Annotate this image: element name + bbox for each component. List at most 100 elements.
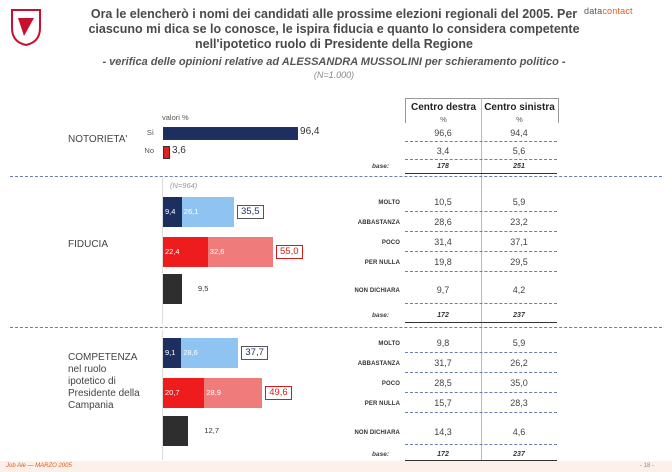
row-label-si: Sì: [146, 128, 154, 137]
cell-fid-poco-cs: 37,1: [510, 237, 528, 247]
competenza-bar-0-0: [163, 338, 182, 368]
row-divider: [405, 303, 557, 304]
competenza-bar-label-1-1: 28,9: [206, 388, 221, 397]
row-label-comp-abbastanza: ABBASTANZA: [357, 361, 400, 367]
base-line: [405, 322, 557, 323]
cell-comp-nd-cs: 4,6: [512, 427, 526, 437]
cell-not-no-cd: 3,4: [436, 146, 450, 156]
bar-notorieta-si: [163, 127, 299, 140]
fiducia-bar-label-1-0: 22,4: [165, 247, 180, 256]
pct-sign-2: %: [516, 115, 523, 124]
row-label-comp-pernulla: PER NULLA: [364, 401, 400, 407]
row-divider: [405, 231, 557, 232]
competenza-total-1: 49,6: [265, 386, 292, 400]
row-label-fid-molto: MOLTO: [378, 200, 400, 206]
competenza-line-4: Presidente della: [68, 388, 140, 399]
fiducia-bar-label-1-1: 32,6: [209, 247, 225, 256]
bar-label-notorieta-si: 96,4: [300, 126, 320, 137]
competenza-line-3: ipotetico di: [68, 376, 116, 387]
footer-left: Job Ale — MARZO 2005: [6, 463, 72, 469]
section-separator: [10, 176, 662, 177]
row-divider: [405, 392, 557, 393]
bar-notorieta-no: [163, 146, 170, 159]
bar-label-notorieta-no: 3,6: [171, 145, 186, 156]
cell-comp-poco-cd: 28,5: [434, 378, 452, 388]
base-label: base:: [372, 451, 389, 458]
cell-comp-molto-cd: 9,8: [436, 338, 450, 348]
cell-not-si-cs: 94,4: [510, 128, 528, 138]
base-comp-cd: 172: [437, 451, 449, 458]
cell-comp-abb-cs: 26,2: [510, 358, 528, 368]
cell-comp-pn-cd: 15,7: [434, 398, 452, 408]
section-label-competenza: COMPETENZA nel ruolo ipotetico di Presid…: [68, 352, 140, 412]
cell-comp-molto-cs: 5,9: [512, 338, 526, 348]
fiducia-bar-label-0-0: 9,4: [165, 207, 176, 216]
fiducia-total-0: 35,5: [237, 205, 264, 219]
row-divider: [405, 141, 557, 142]
section-label-notorieta: NOTORIETA': [68, 134, 128, 145]
cell-fid-molto-cs: 5,9: [512, 197, 526, 207]
fiducia-bar-2-0: [163, 274, 182, 304]
row-label-comp-nondichiara: NON DICHIARA: [354, 430, 400, 436]
title-line-3: nell'ipotetico ruolo di Presidente della…: [194, 37, 473, 51]
base-label: base:: [372, 312, 389, 319]
row-divider: [405, 159, 557, 160]
title-line-1: Ora le elencherò i nomi dei candidati al…: [90, 7, 578, 21]
section-separator: [10, 327, 662, 328]
row-label-comp-molto: MOLTO: [378, 341, 400, 347]
col-header-centro-sinistra: Centro sinistra: [484, 102, 555, 113]
cell-fid-pn-cd: 19,8: [434, 257, 452, 267]
cell-fid-pn-cs: 29,5: [510, 257, 528, 267]
fiducia-bar-0-1: [181, 197, 234, 227]
pct-sign-1: %: [440, 115, 447, 124]
base-fid-cd: 172: [437, 312, 449, 319]
sample-size: (N=1.000): [313, 70, 355, 80]
row-label-fid-poco: POCO: [381, 240, 400, 246]
competenza-line-2: nel ruolo: [68, 364, 107, 375]
cell-fid-abb-cd: 28,6: [434, 217, 452, 227]
row-divider: [405, 271, 557, 272]
title-line-2: ciascuno mi dica se lo conosce, le ispir…: [88, 22, 580, 36]
values-label: valori %: [162, 113, 189, 122]
cell-not-no-cs: 5,6: [512, 146, 526, 156]
cell-fid-poco-cd: 31,4: [434, 237, 452, 247]
base-fid-cs: 237: [513, 312, 525, 319]
cell-comp-pn-cs: 28,3: [510, 398, 528, 408]
row-label-fid-abbastanza: ABBASTANZA: [357, 220, 400, 226]
sample-size-fiducia: (N=964): [170, 181, 198, 190]
competenza-bar-1-0: [163, 378, 205, 408]
competenza-total-0: 37,7: [241, 346, 268, 360]
cell-comp-nd-cd: 14,3: [434, 427, 452, 437]
column-divider: [481, 98, 482, 468]
base-line: [405, 460, 557, 461]
subtitle: - verifica delle opinioni relative ad AL…: [102, 56, 566, 68]
section-label-fiducia: FIDUCIA: [68, 239, 108, 250]
axis-line: [162, 178, 163, 324]
row-divider: [405, 412, 557, 413]
competenza-bar-label-0-1: 28,6: [183, 348, 198, 357]
competenza-bar-label-0-0: 9,1: [165, 348, 176, 357]
competenza-line-1: COMPETENZA: [68, 352, 138, 363]
cell-comp-abb-cd: 31,7: [434, 358, 452, 368]
footer-bar: [0, 461, 672, 472]
brand-logo: datacontact: [584, 6, 633, 16]
fiducia-total-1: 55,0: [276, 245, 303, 259]
fiducia-bar-1-1: [207, 237, 273, 267]
row-divider: [405, 352, 557, 353]
row-label-comp-poco: POCO: [381, 381, 400, 387]
cell-fid-molto-cd: 10,5: [434, 197, 452, 207]
base-not-cs: 251: [513, 163, 525, 170]
competenza-bar-label-1-0: 20,7: [165, 388, 180, 397]
fiducia-bar-label-0-1: 26,1: [183, 207, 199, 216]
base-line: [405, 173, 557, 174]
base-label: base:: [372, 163, 389, 170]
fiducia-bar-label-2-0: 9,5: [198, 284, 209, 293]
row-divider: [405, 211, 557, 212]
competenza-line-5: Campania: [68, 400, 114, 411]
cell-fid-abb-cs: 23,2: [510, 217, 528, 227]
fiducia-bar-0-0: [163, 197, 182, 227]
row-label-fid-nondichiara: NON DICHIARA: [354, 288, 400, 294]
row-divider: [405, 444, 557, 445]
cell-not-si-cd: 96,6: [434, 128, 452, 138]
table-header: [405, 98, 559, 123]
